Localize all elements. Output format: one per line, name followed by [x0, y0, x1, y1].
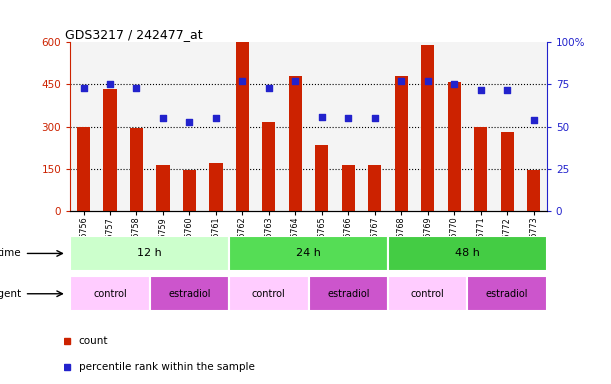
Point [238, 78, 247, 84]
Bar [494, 42, 521, 211]
Bar [130, 128, 143, 211]
Bar [527, 169, 540, 211]
Text: 48 h: 48 h [455, 248, 480, 258]
Bar [183, 169, 196, 211]
Bar [500, 131, 514, 211]
Bar [262, 122, 276, 211]
Point [449, 81, 459, 88]
Point [211, 115, 221, 121]
Bar [176, 42, 203, 211]
Bar [388, 236, 547, 271]
Bar [315, 145, 329, 211]
Bar [467, 276, 547, 311]
Text: control: control [411, 289, 445, 299]
Bar [447, 82, 461, 211]
Point [185, 119, 194, 125]
Point [370, 115, 379, 121]
Bar [70, 42, 97, 211]
Bar [203, 42, 229, 211]
Point [131, 85, 141, 91]
Bar [362, 42, 388, 211]
Bar [255, 42, 282, 211]
Bar [229, 276, 309, 311]
Bar [70, 236, 229, 271]
Bar [150, 276, 229, 311]
Bar [229, 236, 388, 271]
Point [290, 78, 300, 84]
Text: estradiol: estradiol [327, 289, 370, 299]
Bar [236, 42, 249, 211]
Text: 12 h: 12 h [137, 248, 162, 258]
Bar [335, 42, 362, 211]
Text: control: control [93, 289, 127, 299]
Bar [309, 276, 388, 311]
Text: control: control [252, 289, 286, 299]
Point [105, 81, 115, 88]
Bar [368, 165, 381, 211]
Bar [309, 42, 335, 211]
Point [423, 78, 433, 84]
Text: count: count [79, 336, 108, 346]
Bar [388, 276, 467, 311]
Bar [70, 276, 150, 311]
Text: agent: agent [0, 289, 21, 299]
Text: 24 h: 24 h [296, 248, 321, 258]
Point [158, 115, 168, 121]
Point [317, 114, 327, 120]
Bar [441, 42, 467, 211]
Text: GDS3217 / 242477_at: GDS3217 / 242477_at [65, 28, 203, 41]
Point [476, 86, 486, 93]
Point [343, 115, 353, 121]
Bar [156, 165, 170, 211]
Bar [229, 42, 255, 211]
Bar [77, 127, 90, 211]
Bar [521, 42, 547, 211]
Bar [282, 42, 309, 211]
Point [397, 78, 406, 84]
Text: estradiol: estradiol [486, 289, 529, 299]
Bar [103, 89, 117, 211]
Bar [467, 42, 494, 211]
Bar [97, 42, 123, 211]
Bar [388, 42, 414, 211]
Text: percentile rank within the sample: percentile rank within the sample [79, 362, 255, 372]
Bar [150, 42, 176, 211]
Point [264, 85, 274, 91]
Text: estradiol: estradiol [168, 289, 211, 299]
Bar [414, 42, 441, 211]
Text: time: time [0, 248, 21, 258]
Point [79, 85, 89, 91]
Bar [123, 42, 150, 211]
Bar [342, 165, 355, 211]
Bar [289, 76, 302, 211]
Point [529, 117, 538, 123]
Bar [474, 127, 488, 211]
Bar [395, 76, 408, 211]
Bar [421, 45, 434, 211]
Point [502, 86, 512, 93]
Bar [209, 163, 222, 211]
